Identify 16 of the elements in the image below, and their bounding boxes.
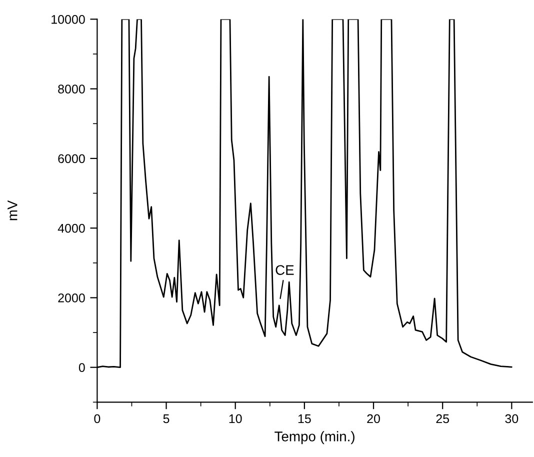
x-tick-label: 0: [94, 414, 100, 424]
x-axis-title: Tempo (min.): [274, 431, 354, 444]
y-tick-label: 0: [78, 363, 85, 372]
y-tick-label: 8000: [58, 84, 85, 94]
y-tick-label: 10000: [52, 14, 85, 24]
x-tick-label: 10: [229, 414, 242, 424]
x-tick-label: 30: [505, 414, 518, 424]
y-axis-title: mV: [8, 200, 18, 220]
x-tick-label: 5: [163, 414, 170, 424]
y-tick-label: 2000: [58, 294, 85, 302]
annotation: CE: [276, 265, 294, 275]
y-tick-label: 6000: [58, 154, 85, 164]
x-tick-label: 15: [298, 414, 311, 424]
x-tick-label: 25: [436, 414, 450, 424]
x-tick-label: 20: [367, 414, 380, 424]
y-tick-label: 4000: [58, 224, 85, 233]
